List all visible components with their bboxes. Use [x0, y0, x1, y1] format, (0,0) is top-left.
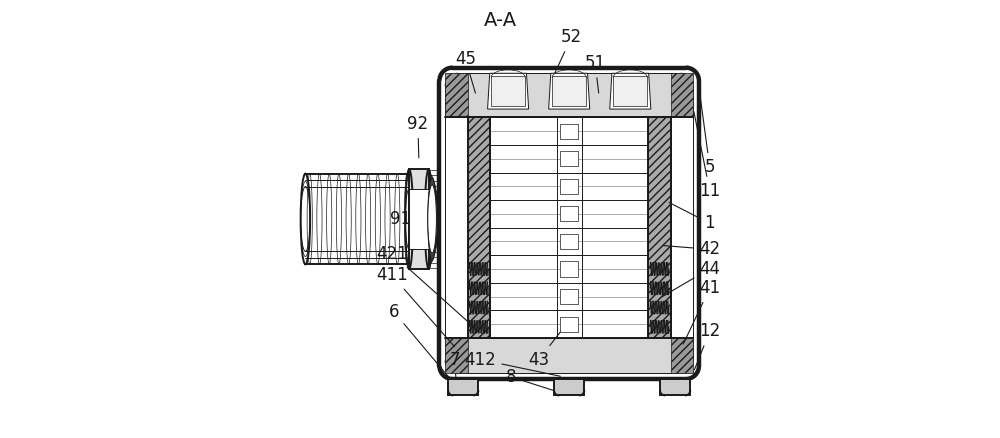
Bar: [409, 189, 429, 249]
Text: A-A: A-A: [483, 11, 517, 30]
Bar: [490, 201, 648, 227]
Bar: [490, 118, 648, 144]
Text: 5: 5: [699, 90, 715, 176]
Text: 51: 51: [585, 54, 606, 93]
Bar: [648, 117, 671, 338]
Bar: [554, 379, 584, 396]
Polygon shape: [549, 73, 590, 109]
Text: 91: 91: [390, 178, 430, 228]
Bar: [560, 234, 578, 249]
Text: 44: 44: [662, 260, 720, 297]
Text: 8: 8: [506, 368, 567, 395]
Ellipse shape: [428, 178, 436, 260]
Text: 41: 41: [683, 279, 720, 344]
Bar: [560, 261, 578, 276]
Bar: [490, 173, 648, 199]
Bar: [490, 284, 648, 310]
Text: 412: 412: [465, 350, 560, 376]
Bar: [445, 73, 468, 117]
Bar: [445, 338, 468, 373]
Bar: [552, 76, 586, 106]
Text: 1: 1: [669, 202, 715, 232]
Polygon shape: [488, 73, 529, 109]
Bar: [491, 76, 525, 106]
Polygon shape: [610, 73, 651, 109]
Bar: [560, 289, 578, 304]
Text: 421: 421: [376, 244, 477, 329]
Bar: [490, 311, 648, 337]
Text: 52: 52: [553, 28, 582, 76]
Bar: [490, 229, 648, 254]
Bar: [448, 379, 478, 396]
Text: 411: 411: [376, 266, 454, 346]
Bar: [660, 379, 690, 396]
Bar: [671, 338, 693, 373]
Bar: [490, 146, 648, 172]
Text: 7: 7: [449, 350, 460, 381]
Bar: [560, 317, 578, 332]
Bar: [671, 73, 693, 117]
Ellipse shape: [428, 185, 436, 253]
Text: 42: 42: [662, 240, 720, 258]
Text: 6: 6: [389, 303, 455, 385]
Bar: [468, 117, 490, 338]
Bar: [445, 338, 693, 373]
Bar: [560, 151, 578, 166]
Bar: [490, 256, 648, 282]
Text: 11: 11: [694, 111, 720, 200]
Bar: [560, 206, 578, 222]
Text: 43: 43: [528, 323, 567, 368]
Bar: [560, 124, 578, 139]
Bar: [560, 179, 578, 194]
Text: 92: 92: [407, 115, 428, 158]
Bar: [445, 73, 693, 117]
Text: 45: 45: [455, 50, 476, 93]
Bar: [613, 76, 647, 106]
Text: 12: 12: [694, 322, 720, 370]
Bar: [409, 169, 429, 269]
